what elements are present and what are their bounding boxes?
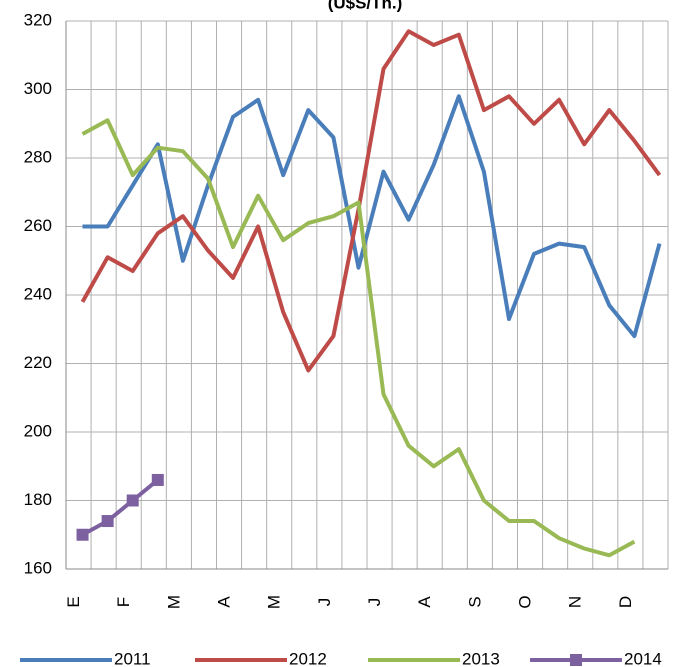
series-line bbox=[82, 94, 662, 339]
y-tick-label: 200 bbox=[24, 421, 52, 440]
x-tick-label: M bbox=[265, 595, 284, 609]
y-tick-label: 160 bbox=[24, 558, 52, 577]
series-marker bbox=[101, 515, 114, 528]
series-marker bbox=[76, 528, 89, 541]
x-tick-label: S bbox=[465, 596, 484, 607]
series-line bbox=[80, 29, 662, 373]
legend-label: 2014 bbox=[624, 649, 662, 667]
legend-label: 2012 bbox=[289, 649, 327, 667]
series-line bbox=[81, 478, 160, 537]
y-tick-label: 320 bbox=[24, 10, 52, 29]
series-marker bbox=[151, 473, 164, 486]
x-tick-label: N bbox=[566, 596, 585, 608]
chart-title: (U$S/Tn.) bbox=[328, 0, 403, 12]
legend-label: 2013 bbox=[462, 649, 500, 667]
x-tick-label: O bbox=[516, 595, 535, 608]
x-tick-label: E bbox=[64, 596, 83, 607]
x-tick-label: A bbox=[415, 596, 434, 608]
series-line bbox=[81, 118, 636, 558]
y-tick-label: 280 bbox=[24, 147, 52, 166]
y-tick-label: 220 bbox=[24, 353, 52, 372]
y-tick-label: 240 bbox=[24, 284, 52, 303]
x-tick-label: J bbox=[365, 598, 384, 607]
legend-marker bbox=[570, 654, 582, 666]
x-tick-label: A bbox=[215, 596, 234, 608]
series-marker bbox=[126, 494, 139, 507]
y-tick-label: 260 bbox=[24, 216, 52, 235]
legend-label: 2011 bbox=[114, 649, 151, 667]
x-tick-label: J bbox=[315, 598, 334, 607]
x-tick-label: D bbox=[616, 596, 635, 608]
y-tick-label: 180 bbox=[24, 490, 52, 509]
y-tick-label: 300 bbox=[24, 79, 52, 98]
x-tick-label: F bbox=[114, 597, 133, 607]
x-tick-label: M bbox=[164, 595, 183, 609]
